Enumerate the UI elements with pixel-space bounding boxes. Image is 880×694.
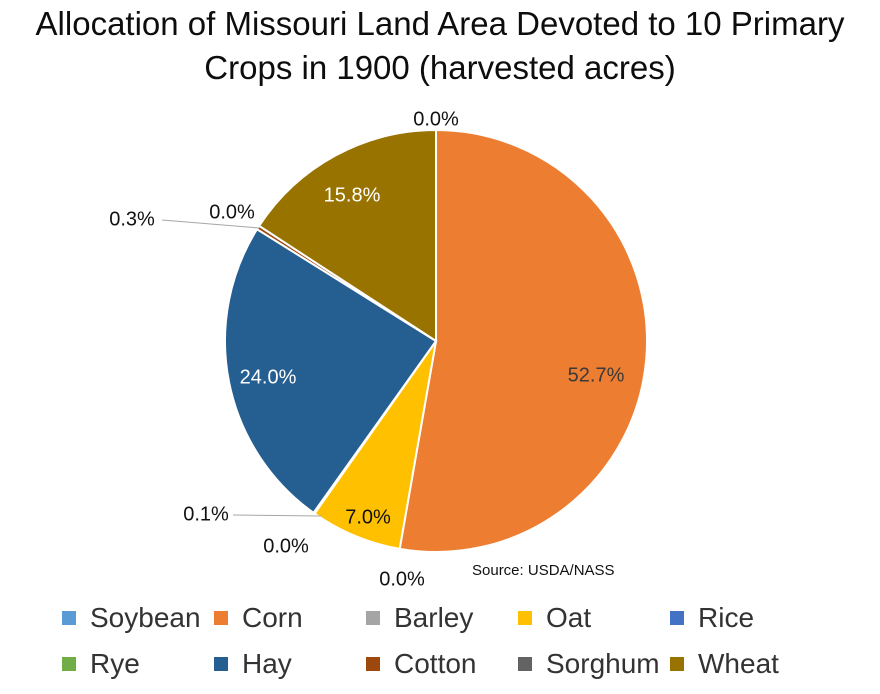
- legend-label-soybean: Soybean: [90, 602, 201, 633]
- data-label-corn: 52.7%: [568, 364, 625, 386]
- legend-swatch-barley: [366, 611, 380, 625]
- data-label-rice: 0.0%: [263, 535, 309, 557]
- legend-item-rice: Rice: [670, 602, 822, 633]
- legend-label-wheat: Wheat: [698, 648, 779, 679]
- pie-slice-hay: [224, 227, 438, 515]
- data-label-sorghum: 0.0%: [209, 201, 255, 223]
- data-label-soybean: 0.0%: [413, 108, 459, 130]
- chart-title-line-2: Crops in 1900 (harvested acres): [204, 49, 676, 86]
- legend-swatch-soybean: [62, 611, 76, 625]
- leader-line-cotton: [161, 219, 260, 229]
- legend-label-barley: Barley: [394, 602, 474, 633]
- data-label-wheat: 15.8%: [324, 184, 381, 206]
- legend-item-wheat: Wheat: [670, 648, 822, 679]
- legend-item-cotton: Cotton: [366, 648, 518, 679]
- legend-label-rye: Rye: [90, 648, 140, 679]
- chart-title-line-1: Allocation of Missouri Land Area Devoted…: [35, 5, 845, 42]
- legend-swatch-cotton: [366, 657, 380, 671]
- legend-item-sorghum: Sorghum: [518, 648, 670, 679]
- pie-slice-wheat: [257, 128, 437, 343]
- pie-slice-corn: [398, 128, 648, 553]
- legend-item-hay: Hay: [214, 648, 366, 679]
- data-label-hay: 24.0%: [240, 366, 297, 388]
- legend-label-hay: Hay: [242, 648, 292, 679]
- legend-item-rye: Rye: [62, 648, 214, 679]
- leader-line-rye: [232, 514, 322, 517]
- legend-swatch-wheat: [670, 657, 684, 671]
- legend-item-oat: Oat: [518, 602, 670, 633]
- legend-swatch-corn: [214, 611, 228, 625]
- legend-label-corn: Corn: [242, 602, 303, 633]
- legend-label-rice: Rice: [698, 602, 755, 633]
- data-label-oat: 7.0%: [345, 506, 391, 528]
- legend-swatch-sorghum: [518, 657, 532, 671]
- legend-item-corn: Corn: [214, 602, 366, 633]
- data-label-barley: 0.0%: [379, 568, 425, 590]
- legend-label-oat: Oat: [546, 602, 592, 633]
- legend-swatch-rye: [62, 657, 76, 671]
- data-label-rye: 0.1%: [183, 503, 229, 525]
- source-note: Source: USDA/NASS: [472, 562, 615, 579]
- legend-item-soybean: Soybean: [62, 602, 214, 633]
- legend-label-sorghum: Sorghum: [546, 648, 660, 679]
- legend: Soybean Corn Barley Oat Rice Rye Hay Cotton Sorg…: [62, 602, 842, 679]
- chart-title: Allocation of Missouri Land Area Devoted…: [0, 2, 880, 90]
- legend-swatch-oat: [518, 611, 532, 625]
- data-label-cotton: 0.3%: [109, 208, 155, 230]
- legend-swatch-hay: [214, 657, 228, 671]
- legend-swatch-rice: [670, 611, 684, 625]
- legend-label-cotton: Cotton: [394, 648, 477, 679]
- legend-item-barley: Barley: [366, 602, 518, 633]
